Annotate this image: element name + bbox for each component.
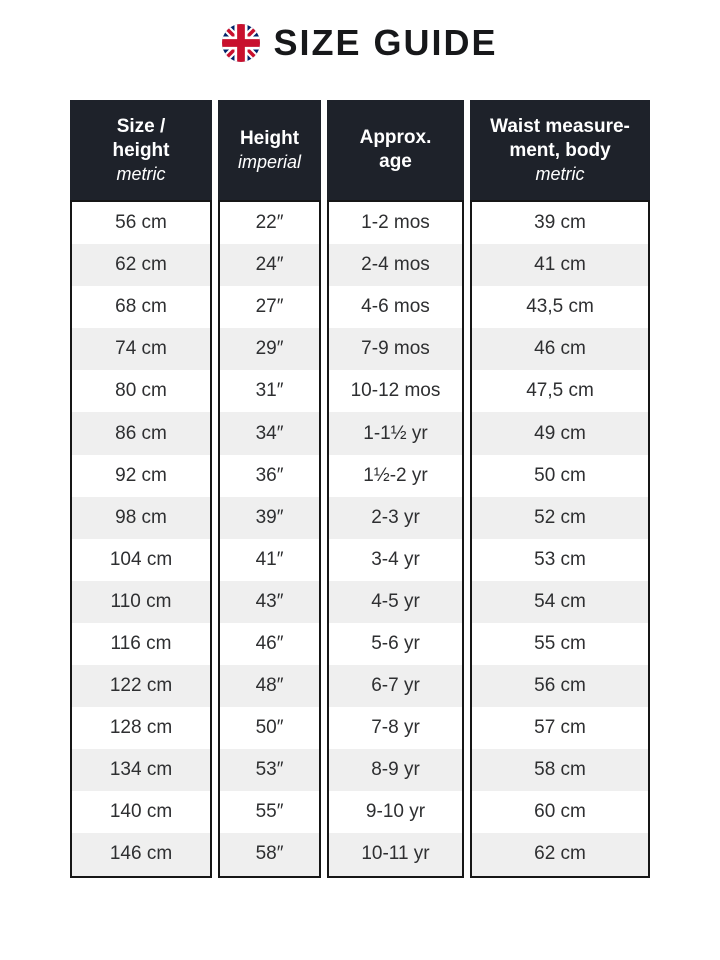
table-cell: 1-2 mos: [329, 202, 462, 245]
table-cell: 50″: [220, 707, 319, 750]
table-cell: 62 cm: [472, 833, 648, 876]
table-cell: 128 cm: [72, 707, 210, 750]
column-title-line: ment, body: [509, 139, 611, 161]
column-subtitle: metric: [535, 163, 585, 184]
table-cell: 10-12 mos: [329, 370, 462, 413]
table-cell: 58″: [220, 833, 319, 876]
table-cell: 39″: [220, 496, 319, 539]
table-cell: 53 cm: [472, 538, 648, 581]
table-cell: 74 cm: [72, 328, 210, 371]
table-cell: 98 cm: [72, 496, 210, 539]
table-cell: 86 cm: [72, 412, 210, 455]
table-cell: 24″: [220, 244, 319, 287]
table-cell: 34″: [220, 412, 319, 455]
table-cell: 1-1½ yr: [329, 412, 462, 455]
table-cell: 46″: [220, 622, 319, 666]
column-body: 22″ 24″ 27″ 29″ 31″ 34″ 36″ 39″ 41″ 43″ 46″ 48″ 50″ 5…: [218, 200, 321, 878]
column-header: Approx. age: [327, 100, 464, 200]
table-column: Approx. age 1-2 mos 2-4 mos 4-6 mos 7-9 mos 10…: [327, 100, 464, 878]
table-cell: 4-6 mos: [329, 286, 462, 329]
size-guide-table: Size / height metric 56 cm 62 cm 68 cm 74 cm 80…: [70, 100, 650, 878]
table-cell: 4-5 yr: [329, 580, 462, 623]
table-cell: 60 cm: [472, 791, 648, 834]
page-header: SIZE GUIDE: [0, 22, 720, 64]
table-cell: 58 cm: [472, 749, 648, 792]
column-title-line: Height: [239, 127, 300, 149]
table-cell: 43″: [220, 580, 319, 623]
table-cell: 56 cm: [72, 202, 210, 245]
uk-flag-icon: [222, 24, 261, 62]
table-cell: 22″: [220, 202, 319, 245]
table-cell: 134 cm: [72, 749, 210, 792]
column-header: Waist measure-ment, body metric: [470, 100, 650, 200]
table-cell: 41 cm: [472, 244, 648, 287]
table-cell: 55″: [220, 791, 319, 834]
table-cell: 39 cm: [472, 202, 648, 245]
column-subtitle: imperial: [237, 151, 302, 172]
table-cell: 7-9 mos: [329, 328, 462, 371]
table-cell: 62 cm: [72, 244, 210, 287]
table-cell: 47,5 cm: [472, 370, 648, 413]
column-title-line: Size /: [116, 115, 166, 137]
column-header: Height imperial: [218, 100, 321, 200]
table-cell: 50 cm: [472, 454, 648, 497]
table-cell: 92 cm: [72, 454, 210, 497]
table-cell: 2-3 yr: [329, 496, 462, 539]
table-cell: 2-4 mos: [329, 244, 462, 287]
table-cell: 8-9 yr: [329, 749, 462, 792]
table-cell: 41″: [220, 538, 319, 581]
table-cell: 1½-2 yr: [329, 454, 462, 497]
table-cell: 56 cm: [472, 665, 648, 708]
table-column: Size / height metric 56 cm 62 cm 68 cm 74 cm 80…: [70, 100, 212, 878]
table-cell: 49 cm: [472, 412, 648, 455]
table-cell: 6-7 yr: [329, 665, 462, 708]
table-cell: 122 cm: [72, 665, 210, 708]
table-cell: 7-8 yr: [329, 707, 462, 750]
table-cell: 43,5 cm: [472, 286, 648, 329]
table-column: Waist measure-ment, body metric 39 cm 41 cm…: [470, 100, 650, 878]
table-cell: 31″: [220, 370, 319, 413]
table-cell: 116 cm: [72, 622, 210, 666]
column-title-line: age: [379, 151, 412, 172]
table-cell: 68 cm: [72, 286, 210, 329]
column-subtitle: metric: [116, 163, 166, 184]
table-cell: 55 cm: [472, 622, 648, 666]
table-cell: 53″: [220, 749, 319, 792]
column-title-line: height: [112, 139, 170, 161]
table-cell: 3-4 yr: [329, 538, 462, 581]
table-cell: 29″: [220, 328, 319, 371]
table-cell: 52 cm: [472, 496, 648, 539]
column-body: 1-2 mos 2-4 mos 4-6 mos 7-9 mos 10-12 mos 1-1…: [327, 200, 464, 878]
table-cell: 80 cm: [72, 370, 210, 413]
column-body: 56 cm 62 cm 68 cm 74 cm 80 cm 86 cm 92 cm 98 cm…: [70, 200, 212, 878]
table-column: Height imperial 22″ 24″ 27″ 29″ 31″ 34″ 36″ 39″ 41…: [218, 100, 321, 878]
table-cell: 57 cm: [472, 707, 648, 750]
table-cell: 27″: [220, 286, 319, 329]
table-cell: 48″: [220, 665, 319, 708]
page-title: SIZE GUIDE: [273, 22, 498, 63]
table-cell: 110 cm: [72, 580, 210, 623]
table-cell: 36″: [220, 454, 319, 497]
column-header: Size / height metric: [70, 100, 212, 200]
table-cell: 146 cm: [72, 833, 210, 876]
table-cell: 9-10 yr: [329, 791, 462, 834]
column-title-line: Approx.: [359, 127, 432, 149]
table-cell: 140 cm: [72, 791, 210, 834]
table-cell: 5-6 yr: [329, 622, 462, 666]
column-title-line: Waist measure-: [490, 115, 630, 137]
table-cell: 46 cm: [472, 328, 648, 371]
column-body: 39 cm 41 cm 43,5 cm 46 cm 47,5 cm 49 cm 50 cm 5…: [470, 200, 650, 878]
table-cell: 104 cm: [72, 538, 210, 581]
table-cell: 10-11 yr: [329, 833, 462, 876]
table-cell: 54 cm: [472, 580, 648, 623]
